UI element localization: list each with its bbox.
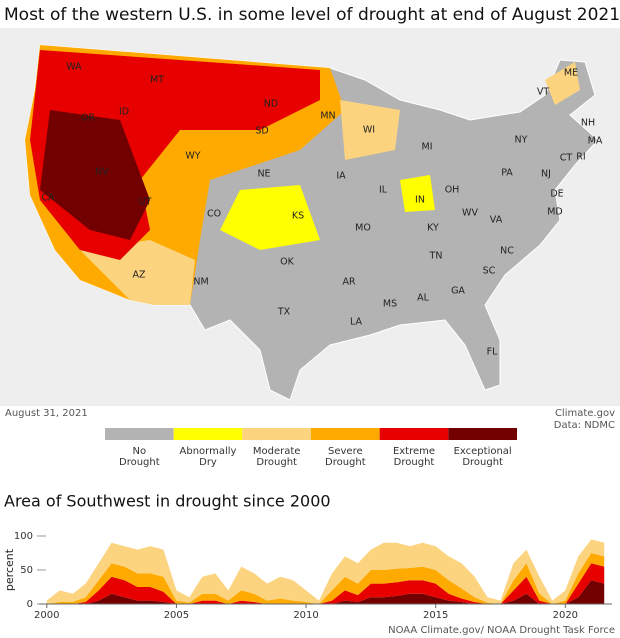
state-label: KY [427,223,439,234]
dry-region [545,62,580,105]
state-label: MA [588,136,603,147]
page-title: Most of the western U.S. in some level o… [4,5,620,25]
state-label: OR [81,113,95,124]
state-label: LA [350,317,363,328]
state-label: MN [320,111,335,122]
state-label: MO [355,223,371,234]
state-label: UT [139,197,152,208]
state-label: FL [487,347,498,358]
area-chart: 0 50 100 2000 2005 2010 2015 2020 [14,531,612,621]
dry-region [220,185,320,250]
state-label: PA [501,168,513,179]
legend-label: Severe [328,446,363,457]
state-label: WV [462,208,478,219]
map-date: August 31, 2021 [5,408,88,419]
legend-label: Dry [199,457,217,468]
state-label: AL [417,293,429,304]
y-tick-label: 50 [20,565,33,576]
legend-label: Drought [256,457,297,468]
state-label: DE [550,189,563,200]
state-label: IL [379,185,388,196]
state-label: OH [445,185,460,196]
state-label: VA [490,215,503,226]
legend-label: Drought [462,457,503,468]
y-tick-label: 0 [27,599,33,610]
legend-label: Moderate [253,446,301,457]
state-label: IA [336,171,346,182]
legend-swatch [448,428,517,440]
legend-swatch [242,428,311,440]
legend-label: Drought [325,457,366,468]
state-label: NV [95,167,109,178]
dry-region [400,175,435,212]
state-label: MT [150,75,164,86]
legend-label: Extreme [393,446,435,457]
exceptional-region [40,110,150,240]
x-tick-label: 2020 [553,610,578,621]
state-label: ND [264,99,278,110]
state-label: CT [560,153,573,164]
legend: NoDroughtAbnormallyDryModerateDroughtSev… [105,428,517,468]
dry-region [340,100,400,160]
state-label: KS [292,211,304,222]
y-tick-label: 100 [14,531,33,542]
state-label: MI [422,142,433,153]
x-tick-label: 2015 [423,610,448,621]
legend-label: Abnormally [180,446,237,457]
legend-swatch [173,428,243,440]
state-label: WA [66,62,82,73]
x-tick-label: 2000 [34,610,59,621]
state-label: ID [119,107,129,118]
state-label: TX [277,307,291,318]
state-label: VT [537,87,549,98]
state-label: CA [41,193,55,204]
chart-credit: NOAA Climate.gov/ NOAA Drought Task Forc… [388,625,615,636]
state-label: SD [255,126,268,137]
map: WA MT ID OR ND MN WI MI SD WY NV NE IA IL IN OH PA NY VT ME… [24,44,603,401]
state-label: WI [363,125,375,136]
state-label: RI [576,152,585,163]
state-label: NC [500,246,514,257]
legend-label: Drought [394,457,435,468]
state-label: NY [515,135,528,146]
legend-label: No [133,446,147,457]
legend-swatch [311,428,380,440]
state-label: WY [185,151,200,162]
legend-label: Drought [119,457,160,468]
x-tick-label: 2005 [164,610,189,621]
state-label: SC [483,266,496,277]
state-label: AZ [132,270,145,281]
state-label: MS [383,299,397,310]
state-label: ME [564,68,578,79]
map-data-credit: Data: NDMC [554,420,615,431]
state-label: MD [547,207,563,218]
state-label: NH [581,118,595,129]
area-series [46,539,605,604]
legend-label: Exceptional [454,446,512,457]
area-series [46,553,605,604]
x-tick-label: 2010 [293,610,318,621]
area-series [46,580,605,604]
legend-swatch [105,428,174,440]
legend-swatch [379,428,449,440]
map-source: Climate.gov [555,408,615,419]
state-label: NM [193,277,208,288]
state-label: OK [280,257,294,268]
y-axis-label: percent [3,548,16,591]
state-label: GA [451,286,465,297]
state-label: CO [207,209,221,220]
state-label: NJ [541,169,551,180]
chart-title: Area of Southwest in drought since 2000 [4,492,331,511]
state-label: NE [257,169,270,180]
state-label: AR [342,277,355,288]
state-label: TN [429,251,443,262]
state-label: IN [415,195,425,206]
